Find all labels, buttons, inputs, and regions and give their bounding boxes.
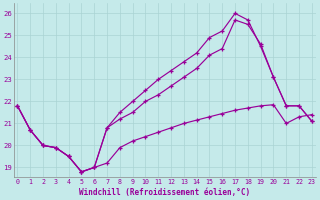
X-axis label: Windchill (Refroidissement éolien,°C): Windchill (Refroidissement éolien,°C): [79, 188, 250, 197]
